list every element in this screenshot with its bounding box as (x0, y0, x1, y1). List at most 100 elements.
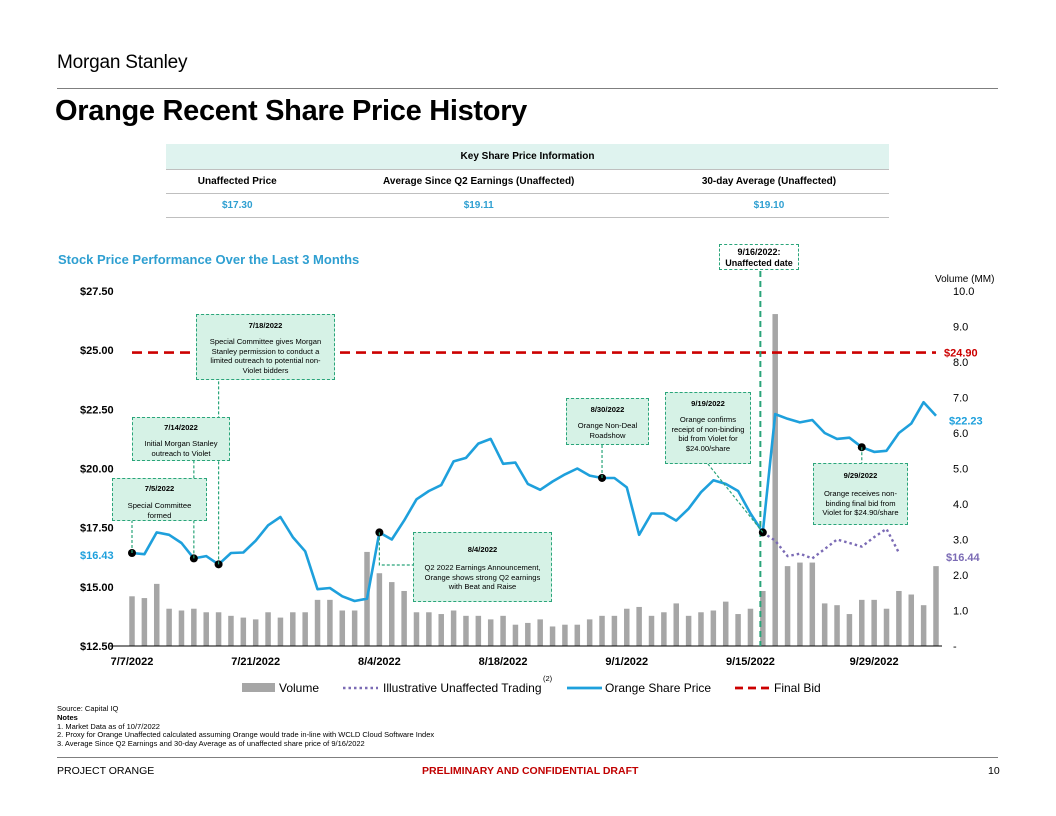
x-tick-label: 9/15/2022 (726, 656, 775, 668)
volume-bar (797, 562, 803, 646)
volume-bar (191, 608, 197, 646)
key-info-caption: Key Share Price Information (166, 144, 889, 170)
footer-confidential: PRELIMINARY AND CONFIDENTIAL DRAFT (422, 765, 639, 777)
y-right-tick: 10.0 (953, 286, 974, 298)
callout-text: Orange Non-Deal Roadshow (577, 421, 638, 440)
callout-text: Special Committee formed (127, 501, 192, 520)
y-right-tick: 9.0 (953, 322, 968, 334)
volume-bar (624, 608, 630, 646)
legend-label-price: Orange Share Price (605, 681, 711, 695)
volume-bar (908, 594, 915, 646)
volume-bar (537, 619, 543, 646)
volume-bar (846, 614, 853, 646)
callout-limited-outreach: 7/18/2022 Special Committee gives Morgan… (196, 314, 335, 380)
x-tick-label: 8/4/2022 (358, 656, 401, 668)
volume-bar (327, 599, 333, 646)
volume-bar (834, 605, 840, 646)
callout-roadshow: 8/30/2022 Orange Non-Deal Roadshow (566, 398, 649, 445)
volume-bar (252, 619, 259, 646)
volume-bar (302, 612, 308, 646)
orange-price-line (131, 400, 937, 603)
y-left-tick: $12.50 (80, 641, 114, 653)
volume-bar (784, 566, 791, 646)
chart-subtitle: Stock Price Performance Over the Last 3 … (58, 252, 360, 267)
volume-bar (920, 605, 927, 646)
callout-date: 7/18/2022 (248, 321, 283, 330)
volume-bar (413, 612, 420, 646)
volume-bar (166, 608, 172, 646)
volume-bar (685, 615, 692, 646)
volume-bar (735, 614, 741, 646)
legend-label-unaffected: Illustrative Unaffected Trading (383, 681, 542, 695)
volume-bar (772, 314, 778, 646)
callout-date: 7/5/2022 (144, 484, 175, 493)
callout-text: Orange receives non-binding final bid fr… (822, 489, 899, 518)
callout-date: 9/29/2022 (843, 471, 878, 480)
col-average-since-q2: Average Since Q2 Earnings (Unaffected) (308, 169, 649, 194)
volume-bar (883, 608, 890, 646)
volume-bar (599, 615, 605, 646)
y-right-tick: 4.0 (953, 499, 968, 511)
notes-section: Source: Capital IQ Notes 1. Market Data … (57, 704, 435, 749)
legend-footnote-marker: (2) (543, 674, 553, 683)
page-title: Orange Recent Share Price History (55, 95, 528, 127)
y-left-tick: $25.00 (80, 345, 114, 357)
volume-bar (339, 610, 346, 646)
volume-bar (574, 624, 581, 646)
volume-bar (636, 606, 642, 646)
volume-bar (351, 610, 358, 646)
volume-bar (228, 615, 234, 646)
volume-bar (240, 617, 247, 646)
volume-bar (426, 612, 432, 646)
legend-label-bid: Final Bid (774, 681, 821, 695)
callout-date: 8/30/2022 (590, 405, 625, 414)
volume-bar (859, 599, 865, 646)
y-right-tick: 3.0 (953, 535, 968, 547)
legend-swatch-volume (242, 683, 275, 692)
y-right-tick: 5.0 (953, 464, 968, 476)
volume-bar (450, 610, 457, 646)
col-unaffected-price: Unaffected Price (166, 169, 309, 194)
volume-bar (153, 583, 160, 646)
volume-bar (389, 582, 395, 646)
x-tick-label: 8/18/2022 (479, 656, 528, 668)
final-bid-label: $24.90 (944, 348, 978, 360)
volume-bar (586, 619, 593, 646)
source-note: Source: Capital IQ (57, 704, 119, 713)
unaffected-end-label: $16.44 (946, 552, 981, 564)
col-30day-average: 30-day Average (Unaffected) (648, 169, 889, 194)
y-left-tick: $17.50 (80, 523, 114, 535)
volume-bar (611, 615, 618, 646)
volume-bar (215, 612, 222, 646)
volume-bar (376, 573, 383, 646)
x-tick-label: 7/21/2022 (231, 656, 280, 668)
volume-bar (933, 566, 939, 646)
chart-legend: Volume Illustrative Unaffected Trading(2)… (242, 674, 821, 695)
start-price-label: $16.43 (80, 550, 114, 562)
callout-date: 7/14/2022 (164, 423, 198, 432)
callout-text: Q2 2022 Earnings Announcement, Orange sh… (424, 563, 541, 592)
callout-connector (378, 532, 413, 566)
volume-bar (475, 615, 482, 646)
value-30day-average: $19.10 (648, 193, 889, 218)
unaffected-date: 9/16/2022: (737, 247, 781, 257)
callout-initial-outreach: 7/14/2022 Initial Morgan Stanley outreac… (132, 417, 230, 461)
volume-bar (562, 624, 568, 646)
y-right-tick: 2.0 (953, 570, 968, 582)
note-3: 3. Average Since Q2 Earnings and 30-day … (57, 739, 365, 749)
callout-final-bid: 9/29/2022 Orange receives non-binding fi… (813, 463, 908, 525)
note-2: 2. Proxy for Orange Unaffected calculate… (57, 730, 435, 740)
legend-label-volume: Volume (279, 681, 319, 695)
y-left-tick: $20.00 (80, 464, 114, 476)
footer-divider (57, 757, 998, 758)
y-left-tick: $15.00 (80, 582, 114, 594)
callout-date: 8/4/2022 (467, 545, 498, 554)
volume-bar (525, 622, 531, 646)
page-number: 10 (988, 765, 1000, 777)
volume-bar (760, 590, 766, 646)
volume-bar (698, 612, 704, 646)
volume-bar (821, 603, 828, 646)
volume-bar (871, 599, 877, 646)
volume-bar (438, 614, 444, 646)
